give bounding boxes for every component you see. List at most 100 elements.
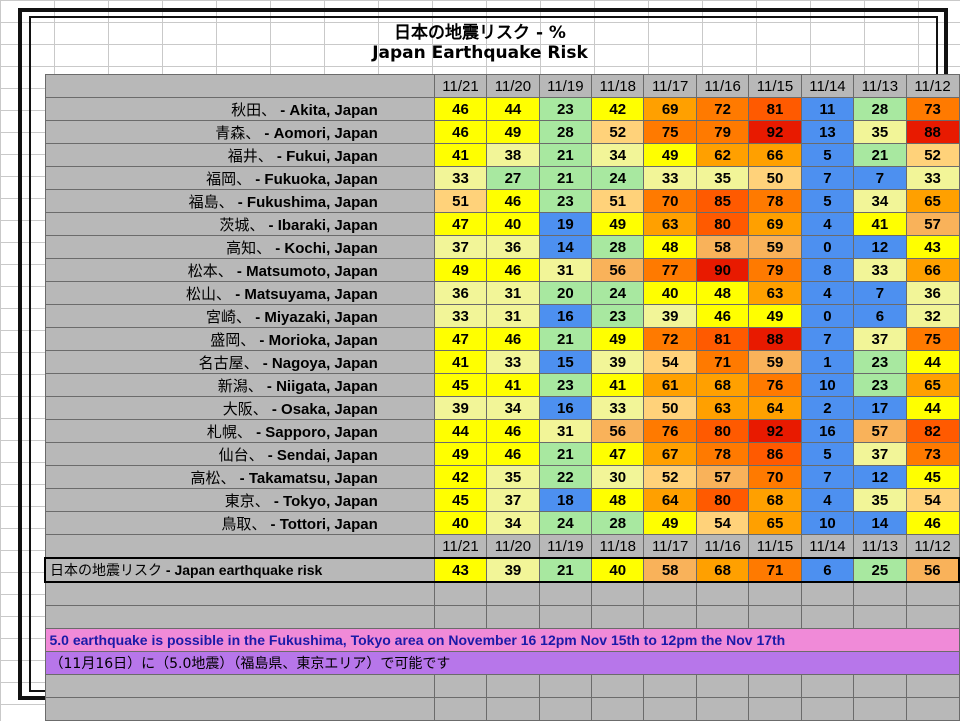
risk-value-cell[interactable]: 39 [591,350,645,374]
risk-value-cell[interactable]: 46 [486,419,540,443]
risk-value-cell[interactable]: 21 [538,166,593,190]
blank-cell[interactable] [643,605,697,629]
risk-value-cell[interactable]: 61 [643,373,697,397]
risk-value-cell[interactable]: 27 [486,166,540,190]
risk-value-cell[interactable]: 41 [486,373,540,397]
blank-cell[interactable] [748,697,802,721]
blank-cell[interactable] [486,674,540,698]
risk-value-cell[interactable]: 44 [905,396,960,420]
summary-value-cell[interactable]: 68 [695,557,750,583]
risk-value-cell[interactable]: 14 [538,235,593,259]
risk-value-cell[interactable]: 34 [486,511,540,535]
risk-value-cell[interactable]: 41 [591,373,645,397]
risk-value-cell[interactable]: 69 [643,97,697,121]
summary-value-cell[interactable]: 71 [748,557,802,583]
blank-cell[interactable] [800,605,855,629]
blank-cell[interactable] [695,605,750,629]
risk-value-cell[interactable]: 44 [433,419,488,443]
risk-value-cell[interactable]: 2 [800,396,855,420]
risk-value-cell[interactable]: 92 [748,120,802,144]
risk-value-cell[interactable]: 10 [800,511,855,535]
risk-value-cell[interactable]: 33 [433,304,488,328]
risk-value-cell[interactable]: 63 [643,212,697,236]
risk-value-cell[interactable]: 0 [800,304,855,328]
forecast-note-japanese[interactable]: （11月16日）に（5.0地震）（福島県、東京エリア）で可能です [44,651,960,675]
city-name-cell[interactable]: 秋田、 - Akita, Japan [44,97,435,121]
blank-cell[interactable] [800,697,855,721]
summary-value-cell[interactable]: 25 [853,557,907,583]
risk-value-cell[interactable]: 49 [486,120,540,144]
risk-value-cell[interactable]: 37 [853,327,907,351]
blank-cell[interactable] [853,674,907,698]
risk-value-cell[interactable]: 48 [643,235,697,259]
risk-value-cell[interactable]: 51 [591,189,645,213]
risk-value-cell[interactable]: 32 [905,304,960,328]
blank-cell[interactable] [800,674,855,698]
risk-value-cell[interactable]: 46 [486,189,540,213]
blank-cell[interactable] [748,605,802,629]
risk-value-cell[interactable]: 66 [905,258,960,282]
risk-value-cell[interactable]: 41 [433,350,488,374]
risk-value-cell[interactable]: 14 [853,511,907,535]
risk-value-cell[interactable]: 54 [643,350,697,374]
risk-value-cell[interactable]: 38 [486,143,540,167]
blank-cell[interactable] [538,605,593,629]
risk-value-cell[interactable]: 5 [800,143,855,167]
risk-value-cell[interactable]: 19 [538,212,593,236]
risk-value-cell[interactable]: 35 [853,120,907,144]
blank-cell[interactable] [748,581,802,606]
risk-value-cell[interactable]: 45 [433,373,488,397]
risk-value-cell[interactable]: 49 [433,258,488,282]
risk-value-cell[interactable]: 73 [905,442,960,466]
risk-value-cell[interactable]: 33 [643,166,697,190]
risk-value-cell[interactable]: 76 [643,419,697,443]
blank-cell[interactable] [44,581,435,606]
risk-value-cell[interactable]: 65 [905,189,960,213]
risk-value-cell[interactable]: 76 [748,373,802,397]
forecast-note-english[interactable]: 5.0 earthquake is possible in the Fukush… [44,628,960,652]
risk-value-cell[interactable]: 52 [905,143,960,167]
city-name-cell[interactable]: 札幌、 - Sapporo, Japan [44,419,435,443]
risk-value-cell[interactable]: 35 [486,465,540,489]
risk-value-cell[interactable]: 57 [695,465,750,489]
risk-value-cell[interactable]: 43 [905,235,960,259]
risk-value-cell[interactable]: 17 [853,396,907,420]
risk-value-cell[interactable]: 35 [853,488,907,512]
summary-value-cell[interactable]: 21 [538,557,593,583]
city-name-cell[interactable]: 鳥取、 - Tottori, Japan [44,511,435,535]
risk-value-cell[interactable]: 46 [695,304,750,328]
risk-value-cell[interactable]: 35 [695,166,750,190]
risk-value-cell[interactable]: 52 [591,120,645,144]
risk-value-cell[interactable]: 49 [748,304,802,328]
risk-value-cell[interactable]: 80 [695,212,750,236]
risk-value-cell[interactable]: 28 [591,511,645,535]
risk-value-cell[interactable]: 44 [905,350,960,374]
risk-value-cell[interactable]: 33 [591,396,645,420]
blank-cell[interactable] [695,697,750,721]
risk-value-cell[interactable]: 21 [538,327,593,351]
risk-value-cell[interactable]: 34 [591,143,645,167]
blank-cell[interactable] [853,605,907,629]
city-name-cell[interactable]: 福岡、 - Fukuoka, Japan [44,166,435,190]
blank-cell[interactable] [486,581,540,606]
risk-value-cell[interactable]: 7 [800,166,855,190]
risk-value-cell[interactable]: 0 [800,235,855,259]
risk-value-cell[interactable]: 46 [486,327,540,351]
risk-value-cell[interactable]: 33 [905,166,960,190]
risk-value-cell[interactable]: 31 [538,419,593,443]
city-name-cell[interactable]: 大阪、 - Osaka, Japan [44,396,435,420]
city-name-cell[interactable]: 仙台、 - Sendai, Japan [44,442,435,466]
blank-cell[interactable] [905,697,960,721]
risk-value-cell[interactable]: 47 [433,327,488,351]
risk-value-cell[interactable]: 10 [800,373,855,397]
risk-value-cell[interactable]: 4 [800,281,855,305]
blank-cell[interactable] [905,674,960,698]
risk-value-cell[interactable]: 12 [853,235,907,259]
risk-value-cell[interactable]: 57 [853,419,907,443]
risk-value-cell[interactable]: 79 [748,258,802,282]
risk-value-cell[interactable]: 77 [643,258,697,282]
blank-cell[interactable] [905,581,960,606]
risk-value-cell[interactable]: 23 [853,373,907,397]
risk-value-cell[interactable]: 67 [643,442,697,466]
risk-value-cell[interactable]: 34 [853,189,907,213]
